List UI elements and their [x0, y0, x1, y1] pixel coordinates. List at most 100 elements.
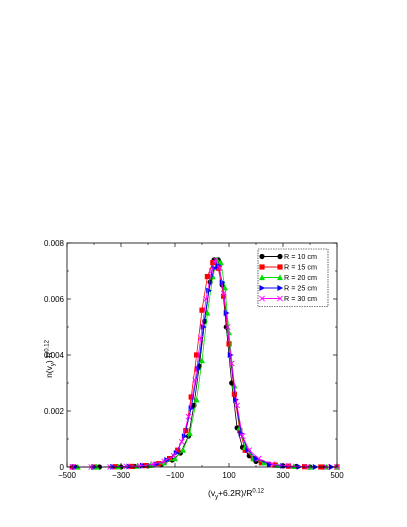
- marker-stroke: [259, 295, 265, 302]
- y-tick-label: 0.004: [44, 351, 65, 360]
- data-point: [199, 307, 205, 313]
- data-point: [203, 296, 209, 302]
- data-point: [161, 459, 168, 466]
- legend-entry: R = 10 cm: [259, 252, 317, 261]
- y-tick-label: 0.002: [44, 407, 65, 416]
- marker-stroke: [285, 462, 292, 469]
- legend-marker: [277, 285, 284, 291]
- data-point: [123, 463, 130, 470]
- data-point: [161, 458, 168, 465]
- marker-stroke: [197, 335, 204, 342]
- legend-marker: [277, 264, 283, 270]
- legend-label: R = 30 cm: [284, 294, 317, 303]
- legend-entry: R = 15 cm: [259, 263, 317, 272]
- legend-marker: [259, 264, 265, 270]
- y-tick-label: 0.008: [44, 239, 65, 248]
- legend: R = 10 cm R = 15 cmR = 20 cm R = 25 cmR = …: [257, 248, 329, 307]
- marker-stroke: [277, 295, 283, 302]
- y-tick-label: 0: [60, 463, 65, 472]
- x-tick-label: −500: [58, 471, 77, 480]
- marker-stroke: [170, 452, 177, 459]
- y-tick-label: 0.006: [44, 295, 65, 304]
- data-point: [210, 260, 216, 266]
- x-tick-label: −100: [166, 471, 185, 480]
- data-point: [180, 447, 187, 453]
- data-point: [246, 447, 253, 454]
- data-point: [212, 256, 219, 263]
- data-point: [192, 377, 199, 384]
- marker-stroke: [234, 402, 241, 409]
- data-point: [258, 460, 264, 466]
- marker-stroke: [136, 462, 143, 469]
- data-point: [224, 324, 231, 330]
- data-point: [172, 455, 178, 462]
- marker-stroke: [203, 296, 209, 302]
- marker-stroke: [246, 447, 253, 454]
- legend-label: R = 20 cm: [284, 273, 317, 282]
- data-point: [285, 462, 292, 469]
- legend-marker: [259, 285, 266, 291]
- data-point: [216, 265, 223, 272]
- legend-entry: R = 25 cm: [259, 284, 317, 293]
- data-point: [220, 290, 227, 297]
- data-point: [204, 274, 210, 280]
- data-point: [237, 428, 243, 434]
- series-line: [72, 258, 337, 468]
- y-axis-label: n(vy​) R0.12​: [44, 339, 57, 377]
- legend-label: R = 25 cm: [284, 284, 317, 293]
- x-tick-label: 300: [276, 471, 290, 480]
- data-point: [150, 461, 157, 468]
- marker-stroke: [178, 438, 185, 445]
- x-tick-label: −300: [112, 471, 131, 480]
- data-point: [245, 447, 252, 454]
- data-point: [185, 413, 192, 420]
- marker-stroke: [239, 433, 246, 440]
- data-point: [197, 335, 204, 342]
- marker-stroke: [212, 256, 219, 263]
- legend-entry: R = 30 cm: [259, 294, 317, 303]
- marker-stroke: [220, 290, 227, 297]
- legend-marker: [277, 274, 283, 281]
- legend-marker: [277, 253, 283, 260]
- x-axis-label: (vy​+6.2R)/R0.12​: [208, 488, 265, 501]
- data-point: [255, 455, 262, 462]
- data-point: [178, 438, 185, 445]
- legend-label: R = 10 cm: [284, 252, 317, 261]
- x-tick-label: 500: [330, 471, 344, 480]
- data-point: [188, 394, 194, 400]
- data-point: [199, 357, 205, 364]
- x-tick-label: 100: [222, 471, 236, 480]
- data-point: [226, 329, 232, 336]
- data-point: [204, 309, 211, 316]
- legend-entry: R = 20 cm: [259, 273, 317, 282]
- data-point: [223, 310, 230, 316]
- data-point: [253, 455, 260, 462]
- data-point: [193, 396, 200, 403]
- marker-stroke: [150, 461, 157, 468]
- marker-stroke: [255, 455, 262, 462]
- data-point: [234, 402, 241, 409]
- marker-stroke: [269, 461, 276, 468]
- marker-stroke: [185, 413, 192, 420]
- data-point: [170, 452, 177, 459]
- axes: −500 −300 −100 100 300 500 0 0.002 0.004 0.006 0.0…: [44, 239, 344, 480]
- data-point: [136, 462, 143, 469]
- data-point: [186, 430, 193, 436]
- marker-stroke: [192, 377, 199, 384]
- marker-stroke: [208, 268, 215, 274]
- data-point: [208, 268, 215, 274]
- data-point: [209, 273, 216, 280]
- data-point: [228, 360, 235, 367]
- data-point: [194, 352, 200, 358]
- legend-marker: [259, 274, 265, 281]
- data-point: [261, 459, 268, 466]
- legend-label: R = 15 cm: [284, 263, 317, 272]
- data-point: [215, 265, 221, 271]
- legend-marker: [259, 295, 265, 302]
- data-point: [239, 433, 246, 440]
- data-point: [231, 391, 237, 397]
- data-point: [238, 430, 245, 437]
- data-point: [242, 447, 248, 453]
- data-point: [219, 279, 226, 286]
